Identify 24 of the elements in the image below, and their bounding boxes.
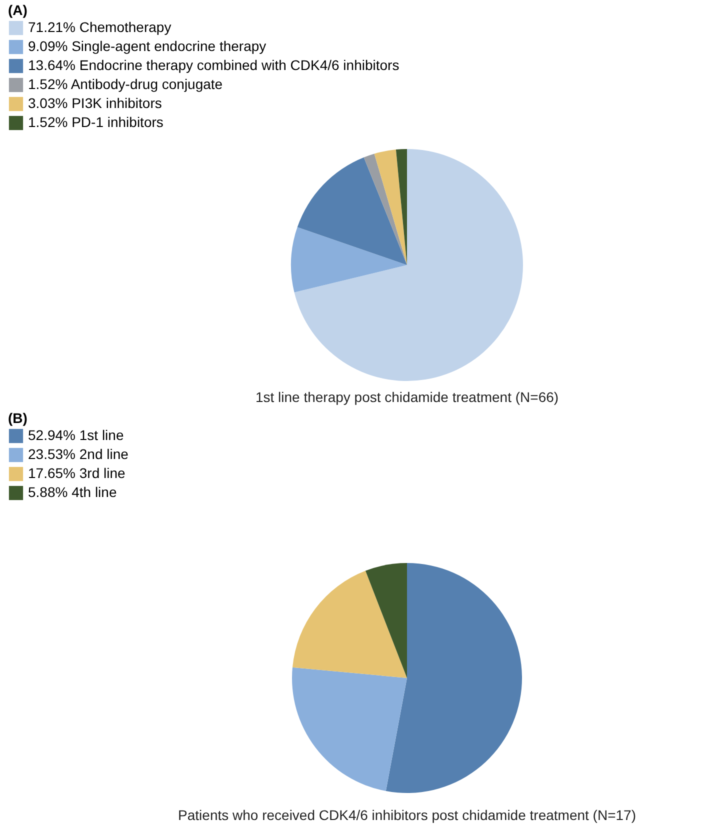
pie-slice [292, 570, 407, 678]
pie-slice [292, 667, 407, 792]
pie-slice [386, 563, 522, 793]
legend-label: 71.21% Chemotherapy [28, 19, 172, 35]
legend-label: 1.52% Antibody-drug conjugate [28, 76, 223, 92]
pie-slice [291, 227, 407, 292]
pie-slice [297, 157, 407, 265]
chart-title: (B) [8, 410, 28, 426]
legend-label: 9.09% Single-agent endocrine therapy [28, 38, 266, 54]
legend-label: 5.88% 4th line [28, 484, 117, 500]
legend-label: 1.52% PD-1 inhibitors [28, 114, 164, 130]
pie-slice [365, 563, 407, 678]
pie-slice [294, 149, 523, 381]
text: 1st line therapy post chidamide treatment (N=66) [255, 389, 559, 405]
legend-label: 52.94% 1st line [28, 427, 124, 443]
legend-label: 17.65% 3rd line [28, 465, 126, 481]
legend-label: 13.64% Endocrine therapy combined with CDK4/6 inhibitors [28, 57, 400, 73]
pie-slice [374, 150, 407, 265]
pie-slice [396, 149, 407, 265]
pie-slice [364, 154, 407, 265]
text: Patients who received CDK4/6 inhibitors post chidamide treatment (N=17) [178, 807, 636, 823]
chart-title: (A) [8, 2, 28, 18]
legend-label: 3.03% PI3K inhibitors [28, 95, 162, 111]
legend-label: 23.53% 2nd line [28, 446, 129, 462]
